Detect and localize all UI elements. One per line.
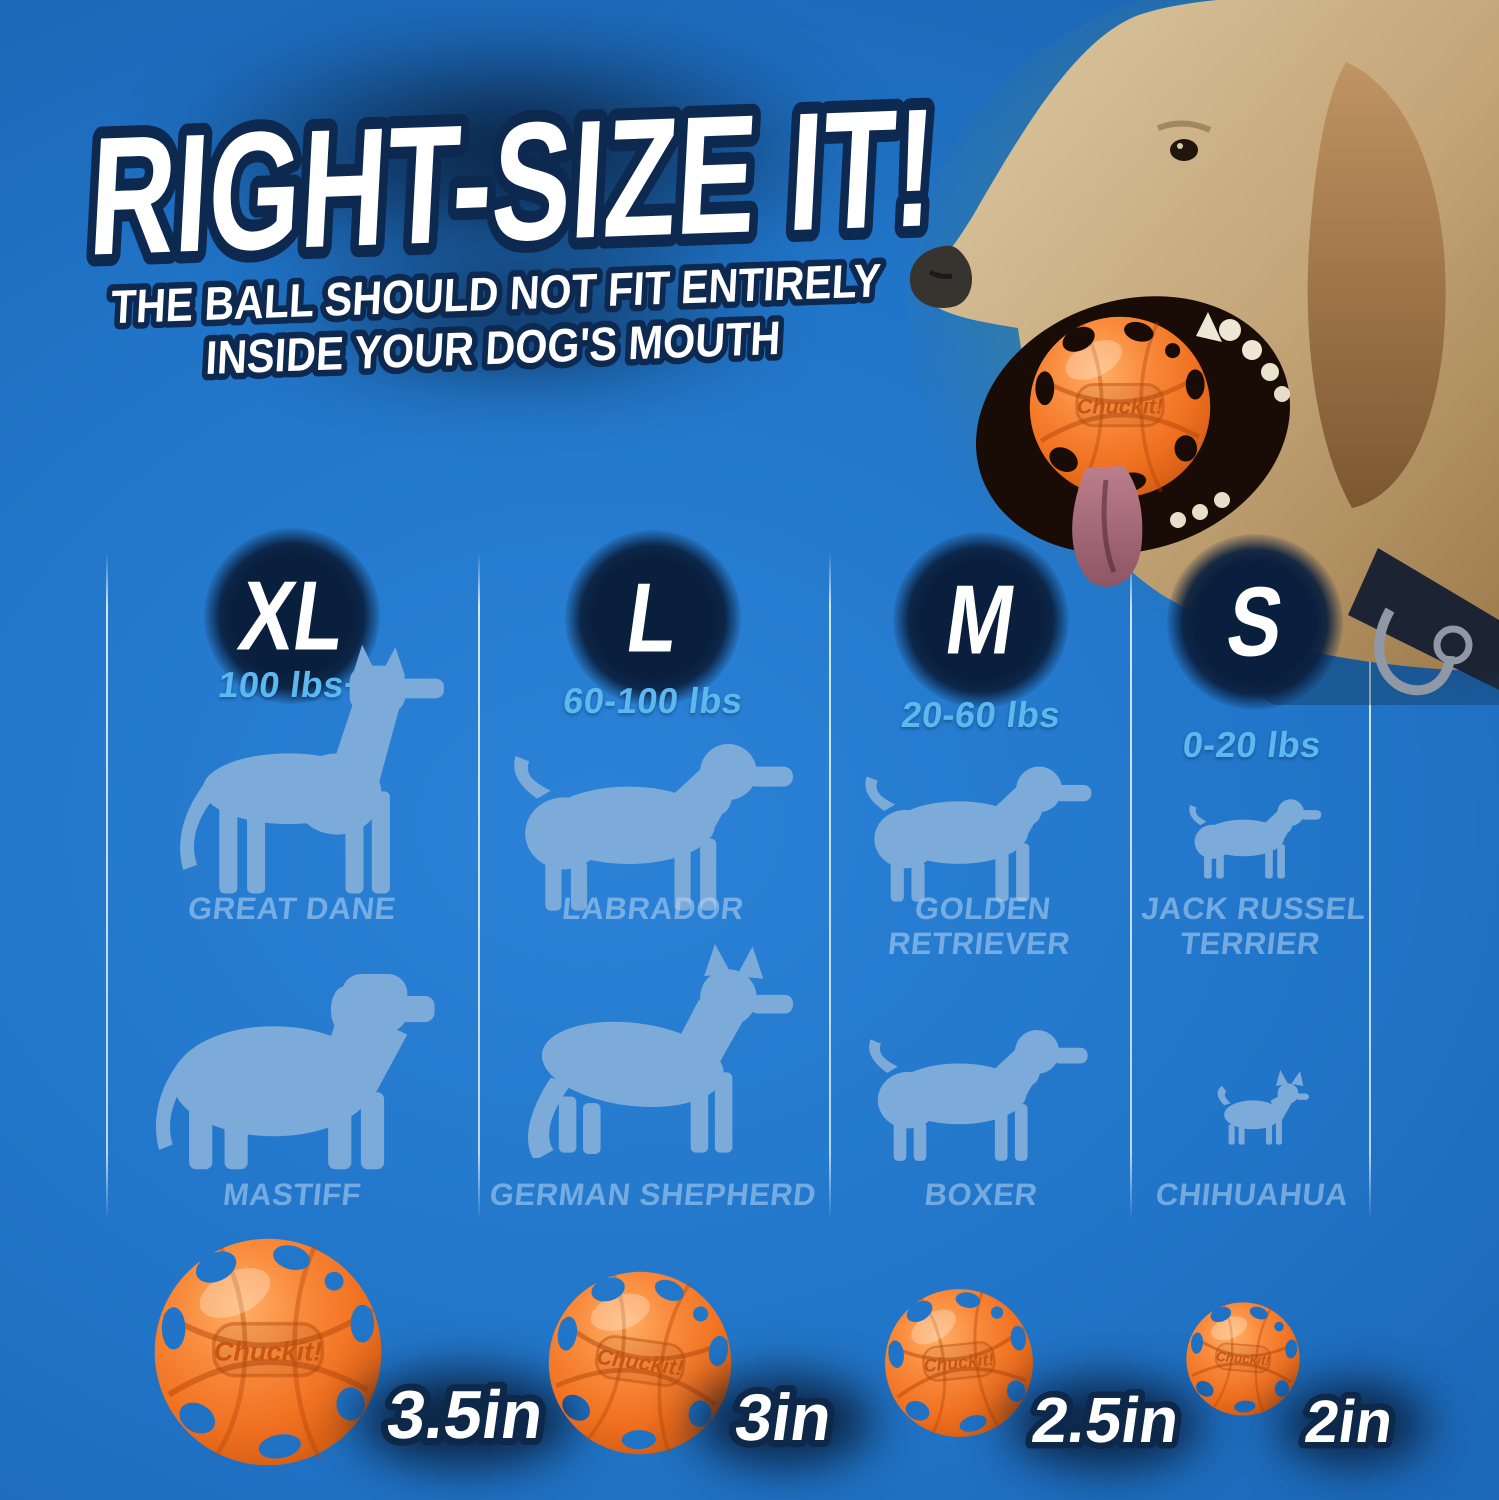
ball-size-label-m: 2.5in bbox=[1021, 1378, 1190, 1463]
breed-label-great-dane: GREAT DANE bbox=[186, 891, 398, 926]
size-letter-l: L bbox=[620, 562, 686, 673]
svg-text:2.5in: 2.5in bbox=[1028, 1384, 1184, 1456]
ball-size-label-xl: 3.5in bbox=[376, 1370, 556, 1460]
dog-eye bbox=[1170, 139, 1198, 161]
ball-label-shadow bbox=[1008, 1380, 1203, 1468]
dog-silhouette-labrador bbox=[505, 716, 801, 916]
dog-photo bbox=[878, 0, 1499, 735]
breed-label-boxer: BOXER bbox=[922, 1177, 1040, 1212]
size-circle-s: S bbox=[1167, 534, 1343, 710]
column-divider bbox=[478, 552, 480, 1220]
dog-silhouette-boxer bbox=[862, 1008, 1094, 1165]
dog-silhouette-golden-retriever bbox=[858, 744, 1098, 906]
ball-label-shadow bbox=[356, 1372, 576, 1467]
column-divider bbox=[829, 552, 831, 1220]
dog-silhouette-jack-russel-terrier bbox=[1185, 786, 1325, 881]
dog-silhouette-mastiff bbox=[140, 952, 440, 1172]
size-letter-s: S bbox=[1220, 566, 1290, 677]
svg-text:2in: 2in bbox=[1301, 1387, 1397, 1455]
size-circle-m: M bbox=[893, 532, 1069, 708]
breed-label-golden-retriever: GOLDEN RETRIEVER bbox=[886, 891, 1073, 961]
ball-size-label-s: 2in bbox=[1295, 1381, 1404, 1462]
svg-text:3.5in: 3.5in bbox=[383, 1377, 549, 1453]
breed-label-chihuahua: CHIHUAHUA bbox=[1154, 1177, 1351, 1212]
subtitle-halo bbox=[250, 242, 790, 397]
breed-label-german-shepherd: GERMAN SHEPHERD bbox=[488, 1177, 819, 1212]
svg-text:3in: 3in bbox=[731, 1381, 837, 1455]
ball-size-label-l: 3in bbox=[724, 1374, 844, 1462]
column-divider bbox=[1130, 552, 1132, 1220]
page-title: RIGHT-SIZE IT! bbox=[73, 61, 951, 303]
column-divider bbox=[106, 552, 108, 1220]
breed-label-labrador: LABRADOR bbox=[560, 891, 746, 926]
breed-label-mastiff: MASTIFF bbox=[221, 1177, 363, 1212]
page-subtitle: THE BALL SHOULD NOT FIT ENTIRELY INSIDE … bbox=[103, 247, 888, 391]
title-halo bbox=[160, 24, 860, 282]
column-divider bbox=[1369, 552, 1371, 1220]
weight-label-s: 0-20 lbs bbox=[1180, 724, 1324, 765]
weight-label-m: 20-60 lbs bbox=[899, 694, 1063, 735]
dog-silhouette-german-shepherd bbox=[505, 944, 801, 1158]
title-text: RIGHT-SIZE IT! bbox=[85, 73, 939, 291]
dog-silhouette-great-dane bbox=[150, 642, 455, 904]
size-circle-l: L bbox=[565, 530, 741, 706]
breed-label-jack-russel-terrier: JACK RUSSEL TERRIER bbox=[1139, 891, 1368, 961]
chuckit-ball-xl bbox=[150, 1234, 386, 1470]
collar-carabiner bbox=[1374, 607, 1473, 696]
ball-label-shadow bbox=[694, 1376, 874, 1466]
ball-label-shadow bbox=[1278, 1384, 1428, 1464]
dog-ear bbox=[1307, 62, 1446, 508]
size-letter-m: M bbox=[939, 564, 1023, 675]
size-circle-xl: XL bbox=[204, 528, 380, 704]
dog-tongue bbox=[1072, 466, 1143, 587]
dog-silhouette-chihuahua bbox=[1200, 1070, 1310, 1150]
